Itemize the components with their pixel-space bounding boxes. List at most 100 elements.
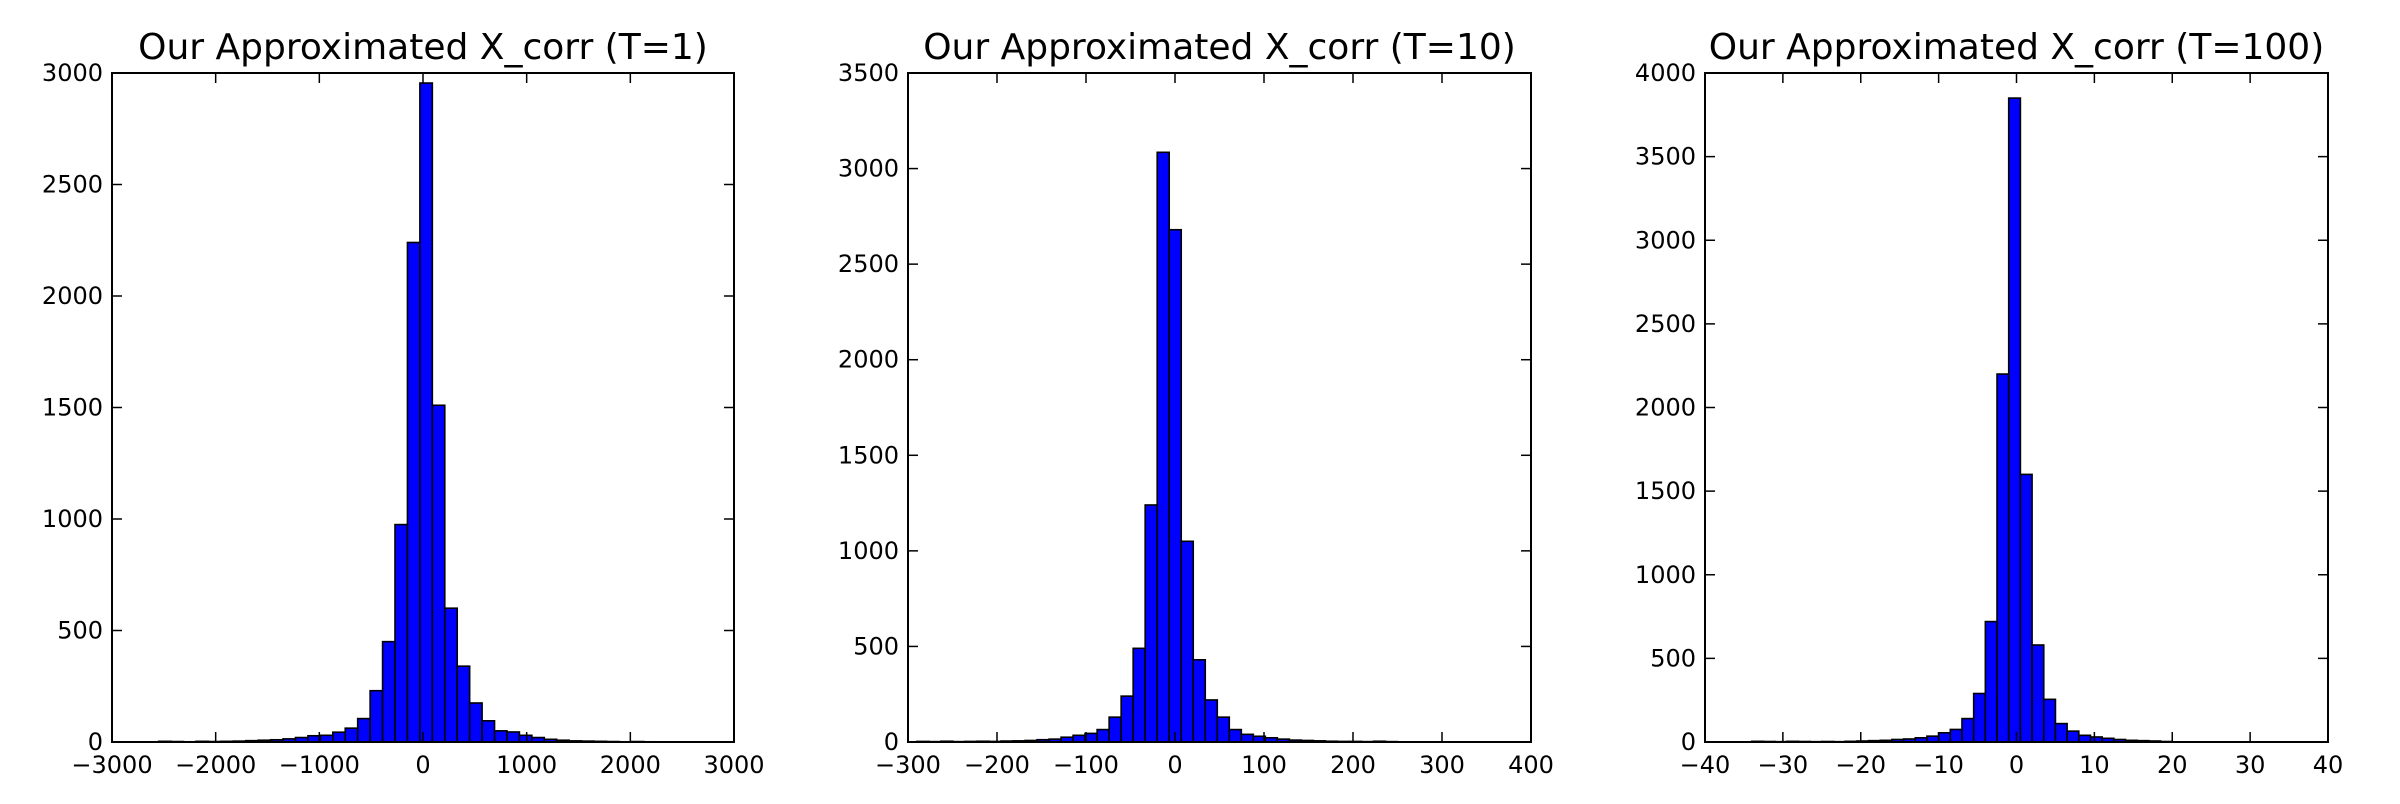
y-tick-label: 4000 xyxy=(1635,59,1696,87)
histogram-bar xyxy=(1169,230,1181,742)
y-tick-label: 3500 xyxy=(838,59,899,87)
histogram-bar xyxy=(383,642,395,742)
histogram-bar xyxy=(2055,724,2067,742)
histogram-bar xyxy=(507,732,519,742)
y-tick-label: 2500 xyxy=(838,250,899,278)
x-tick-label: −20 xyxy=(1835,751,1886,779)
histogram-bar xyxy=(370,691,382,742)
y-tick-label: 2500 xyxy=(1635,310,1696,338)
x-tick-label: −3000 xyxy=(71,751,152,779)
histogram-bar xyxy=(445,608,457,742)
y-tick-label: 1000 xyxy=(42,505,103,533)
histogram-bar xyxy=(1229,730,1241,742)
histogram-bar xyxy=(1157,152,1169,742)
x-tick-label: 1000 xyxy=(496,751,557,779)
histogram-bar xyxy=(495,731,507,742)
x-tick-label: −30 xyxy=(1758,751,1809,779)
histogram-bar xyxy=(1241,734,1253,742)
histogram-panel-1: −3000 −2000 −1000 0 1000 2000 3000 0 500 1000 1500… xyxy=(42,27,765,779)
histogram-bar xyxy=(395,525,407,742)
histogram-bar xyxy=(482,721,494,742)
histogram-bar xyxy=(333,732,345,742)
y-tick-label: 1500 xyxy=(838,441,899,469)
x-tick-label: 3000 xyxy=(703,751,764,779)
histogram-bar xyxy=(1217,717,1229,742)
histogram-bar xyxy=(1205,700,1217,742)
histogram-bar xyxy=(1145,505,1157,742)
histogram-bar xyxy=(1085,733,1097,742)
x-tick-label: −10 xyxy=(1913,751,1964,779)
y-tick-label: 0 xyxy=(1681,728,1696,756)
histogram-bar xyxy=(2067,731,2079,742)
histogram-bar xyxy=(470,703,482,742)
histogram-bar xyxy=(1181,541,1193,742)
histogram-bar xyxy=(1133,648,1145,742)
histogram-bar xyxy=(2044,699,2056,742)
histogram-bar xyxy=(1121,696,1133,742)
histogram-bar xyxy=(1962,719,1974,742)
x-tick-label: 0 xyxy=(1167,751,1182,779)
histogram-bar xyxy=(519,735,531,742)
histogram-bar xyxy=(1073,735,1085,742)
x-tick-label: 100 xyxy=(1241,751,1287,779)
histogram-bar xyxy=(432,405,444,742)
y-tick-label: 0 xyxy=(884,728,899,756)
y-tick-label: 500 xyxy=(57,617,103,645)
y-tick-label: 1500 xyxy=(1635,477,1696,505)
histogram-bar xyxy=(2079,735,2091,742)
y-tick-label: 3000 xyxy=(1635,226,1696,254)
y-tick-label: 3000 xyxy=(42,59,103,87)
histogram-bar xyxy=(2020,474,2032,742)
histogram-bar xyxy=(1939,733,1951,742)
x-tick-label: 30 xyxy=(2235,751,2266,779)
x-tick-label: −100 xyxy=(1053,751,1119,779)
y-tick-label: 3500 xyxy=(1635,143,1696,171)
x-tick-label: 2000 xyxy=(600,751,661,779)
y-tick-label: 1000 xyxy=(1635,561,1696,589)
histogram-bar xyxy=(358,719,370,742)
histogram-bar xyxy=(407,242,419,742)
x-tick-label: −1000 xyxy=(279,751,360,779)
histogram-bar xyxy=(320,735,332,742)
y-tick-label: 2500 xyxy=(42,171,103,199)
chart-title: Our Approximated X_corr (T=100) xyxy=(1709,27,2325,68)
histogram-bar xyxy=(2009,98,2021,742)
x-tick-label: 0 xyxy=(415,751,430,779)
histogram-bar xyxy=(1974,694,1986,743)
y-tick-label: 500 xyxy=(1650,644,1696,672)
x-tick-label: 20 xyxy=(2157,751,2188,779)
y-tick-label: 500 xyxy=(853,632,899,660)
y-tick-label: 0 xyxy=(88,728,103,756)
y-tick-label: 2000 xyxy=(1635,394,1696,422)
histogram-bar xyxy=(1097,730,1109,742)
y-tick-label: 1000 xyxy=(838,537,899,565)
y-tick-label: 2000 xyxy=(42,282,103,310)
histogram-bar xyxy=(1193,660,1205,742)
histogram-bar xyxy=(420,83,432,742)
chart-title: Our Approximated X_corr (T=1) xyxy=(138,27,708,68)
histogram-bar xyxy=(1997,374,2009,742)
x-tick-label: −200 xyxy=(964,751,1030,779)
x-tick-label: 10 xyxy=(2079,751,2110,779)
x-tick-label: 0 xyxy=(2009,751,2024,779)
x-tick-label: 400 xyxy=(1508,751,1554,779)
histogram-bar xyxy=(1985,622,1997,742)
x-tick-label: 300 xyxy=(1419,751,1465,779)
y-tick-label: 2000 xyxy=(838,346,899,374)
x-tick-label: 200 xyxy=(1330,751,1376,779)
y-tick-label: 3000 xyxy=(838,155,899,183)
y-tick-label: 1500 xyxy=(42,394,103,422)
x-tick-label: 40 xyxy=(2313,751,2344,779)
histogram-bar xyxy=(457,666,469,742)
histogram-bar xyxy=(345,728,357,742)
x-tick-label: −2000 xyxy=(175,751,256,779)
histogram-bar xyxy=(1109,717,1121,742)
histogram-bar xyxy=(2032,645,2044,742)
plot-area xyxy=(908,73,1531,742)
chart-title: Our Approximated X_corr (T=10) xyxy=(923,27,1516,68)
histogram-bar xyxy=(1950,729,1962,742)
